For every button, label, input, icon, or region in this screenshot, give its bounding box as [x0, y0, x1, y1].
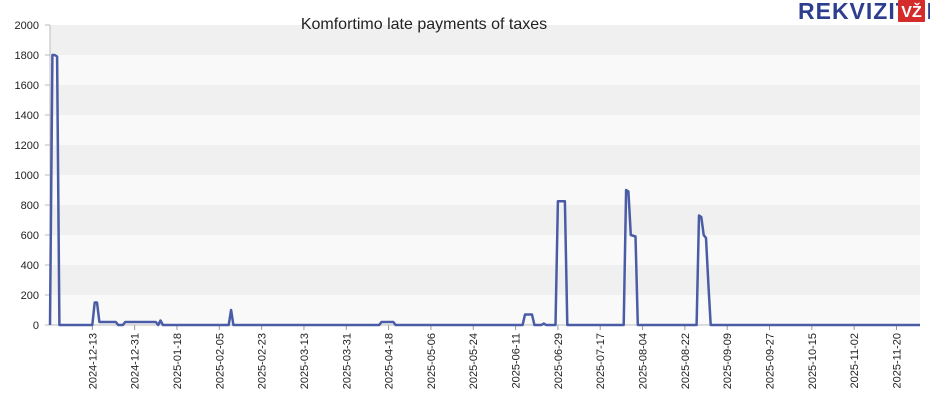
x-tick-label: 2025-11-02 — [849, 333, 861, 388]
y-tick-label: 600 — [21, 230, 39, 242]
x-axis: 2024-12-13 2024-12-31 2025-01-18 2025-02-05… — [87, 325, 903, 389]
y-tick-label: 1600 — [15, 80, 39, 92]
x-tick-label: 2025-02-23 — [257, 333, 269, 389]
chart-title: Komfortimo late payments of taxes — [301, 16, 547, 33]
logo-badge — [898, 0, 925, 22]
grid-band — [50, 295, 920, 325]
x-tick-label: 2025-02-05 — [214, 333, 226, 389]
x-tick-label: 2024-12-31 — [130, 333, 142, 389]
x-tick-label: 2025-11-20 — [891, 333, 903, 388]
grid-band — [50, 25, 920, 55]
y-tick-label: 1000 — [15, 170, 39, 182]
x-tick-label: 2025-07-17 — [595, 333, 607, 389]
y-axis: 0 200 400 600 800 1000 1200 1400 1600 1800 2000 — [15, 20, 50, 332]
y-tick-label: 1200 — [15, 140, 39, 152]
series-line — [48, 53, 920, 327]
x-tick-label: 2025-03-31 — [341, 333, 353, 389]
y-tick-label: 1400 — [15, 110, 39, 122]
x-tick-label: 2024-12-13 — [87, 333, 99, 389]
x-tick-label: 2025-03-13 — [299, 333, 311, 389]
grid-band — [50, 175, 920, 205]
grid-band — [50, 205, 920, 235]
y-tick-label: 200 — [21, 290, 39, 302]
x-tick-label: 2025-08-04 — [638, 333, 650, 389]
x-tick-label: 2025-05-06 — [426, 333, 438, 389]
logo-badge-text: VŽ — [901, 2, 922, 21]
x-tick-label: 2025-04-18 — [384, 333, 396, 389]
x-tick-label: 2025-06-11 — [511, 333, 523, 388]
grid-band — [50, 85, 920, 115]
x-tick-label: 2025-06-29 — [553, 333, 565, 389]
grid-bands — [50, 25, 920, 325]
y-tick-label: 400 — [21, 260, 39, 272]
x-tick-label: 2025-09-27 — [765, 333, 777, 389]
grid-band — [50, 55, 920, 85]
x-tick-label: 2025-09-09 — [722, 333, 734, 389]
y-tick-label: 800 — [21, 200, 39, 212]
x-tick-label: 2025-10-15 — [807, 333, 819, 389]
x-tick-label: 2025-01-18 — [172, 333, 184, 389]
y-tick-label: 2000 — [15, 20, 39, 32]
x-tick-label: 2025-05-24 — [468, 333, 480, 389]
x-tick-label: 2025-08-22 — [680, 333, 692, 389]
grid-band — [50, 265, 920, 295]
grid-band — [50, 115, 920, 145]
y-tick-label: 0 — [33, 320, 39, 332]
grid-band — [50, 145, 920, 175]
y-tick-label: 1800 — [15, 50, 39, 62]
rekvizitai-logo: REKVIZITAI VŽ — [798, 0, 930, 24]
grid-band — [50, 235, 920, 265]
